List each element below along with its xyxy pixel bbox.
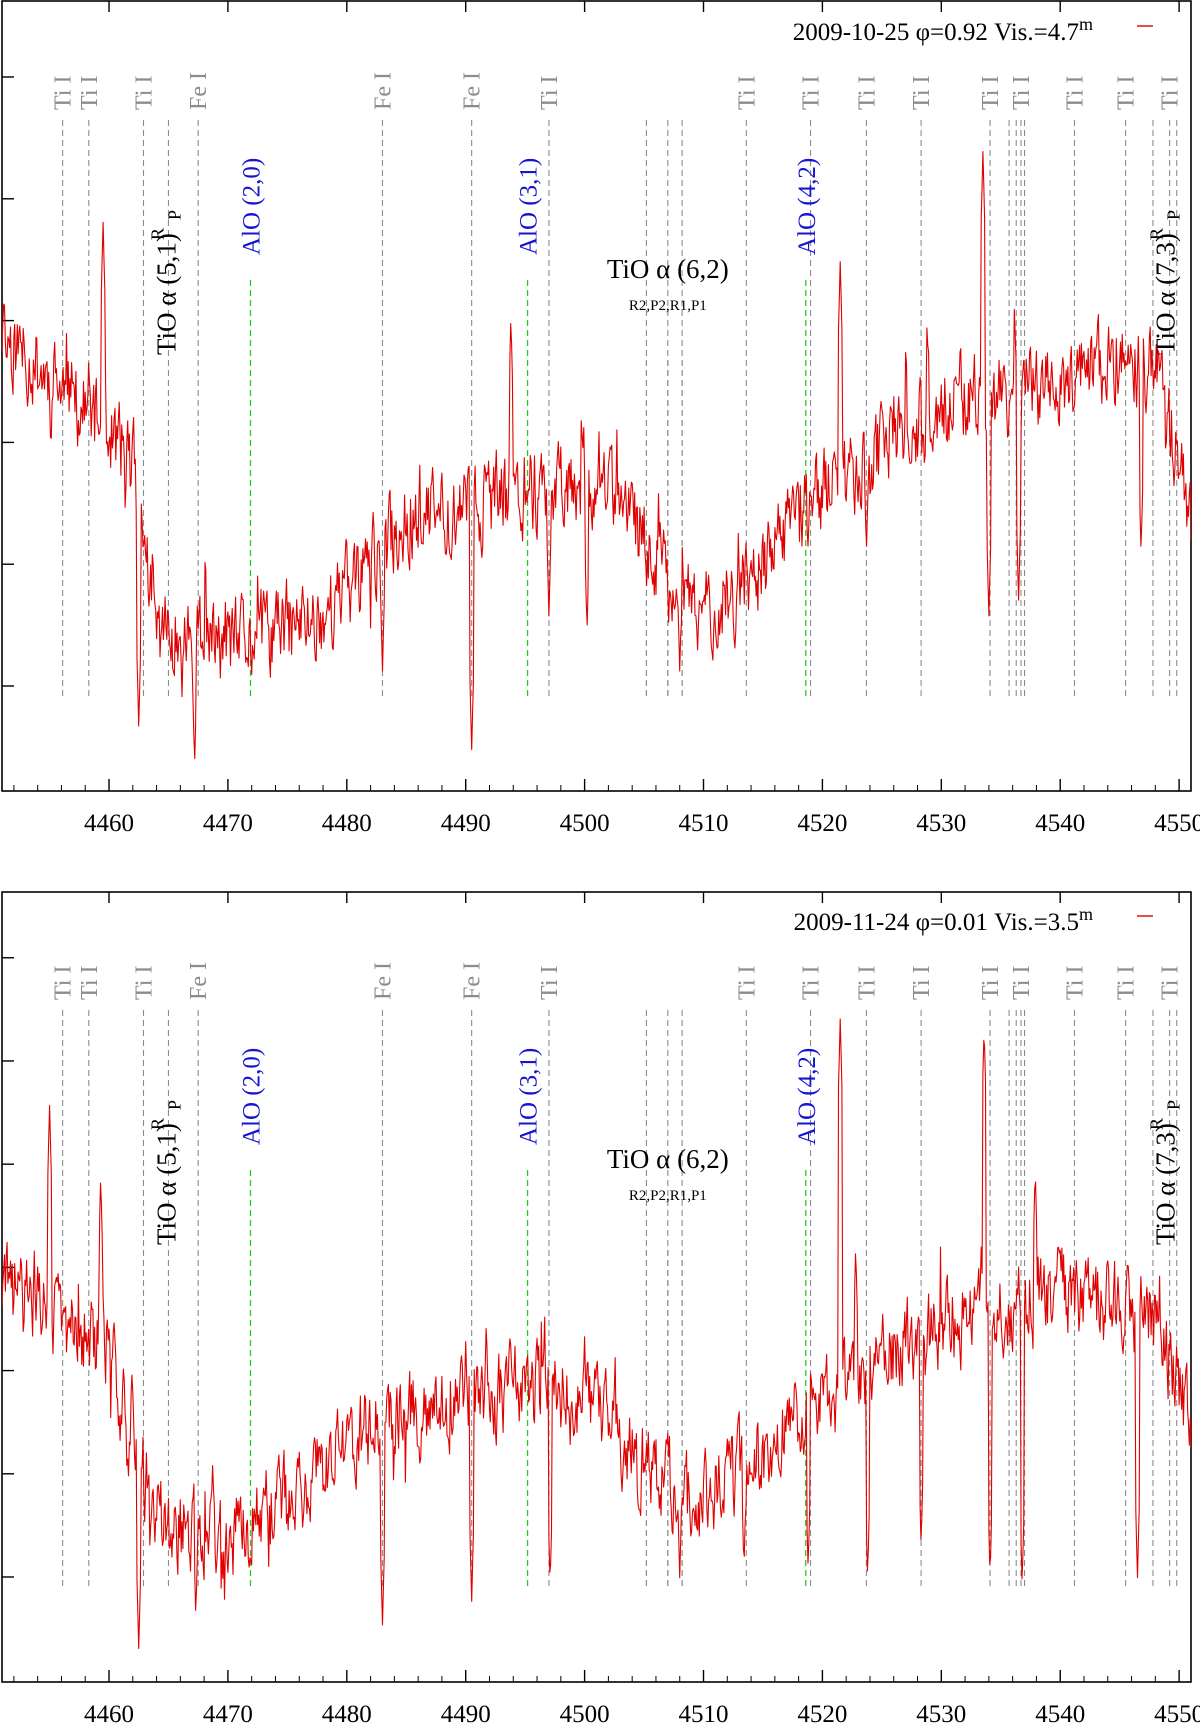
x-tick-label: 4480 xyxy=(322,1701,372,1723)
plot-frame-0 xyxy=(1,0,1192,792)
line-id-label: Ti I xyxy=(537,966,563,1000)
tio73-r: R xyxy=(1146,1118,1166,1130)
tio51-label: TiO α (5,1) xyxy=(152,1123,182,1245)
x-tick-label: 4530 xyxy=(916,810,966,837)
panel-bottom-chart: 2009-11-24 φ=0.01 Vis.=3.5m 4460 4470 4480… xyxy=(1,891,1200,1723)
line-id-label: Ti I xyxy=(1114,966,1140,1000)
line-id-label: Ti I xyxy=(131,966,157,1000)
line-id-label: Ti I xyxy=(131,76,157,110)
tio51-r: R xyxy=(148,1118,168,1130)
tio73-p: P xyxy=(1163,210,1183,220)
x-tick-label: 4500 xyxy=(560,1701,610,1723)
alo-label: AlO (4,2) xyxy=(794,1048,821,1145)
tio51-p: P xyxy=(165,210,185,220)
line-id-label: Ti I xyxy=(77,966,103,1000)
line-id-label: Ti I xyxy=(734,76,760,110)
x-tick-label: 4520 xyxy=(797,1701,847,1723)
line-id-label: Ti I xyxy=(1009,966,1035,1000)
line-id-label: Ti I xyxy=(537,76,563,110)
line-id-label: Ti I xyxy=(51,76,77,110)
line-id-label: Fe I xyxy=(186,962,212,1000)
line-id-label: Ti I xyxy=(51,966,77,1000)
x-tick-label: 4460 xyxy=(84,810,134,837)
line-id-label: Fe I xyxy=(186,72,212,110)
line-id-label: Ti I xyxy=(1062,966,1088,1000)
legend-date-bottom: 2009-11-24 φ=0.01 Vis.=3.5m xyxy=(794,904,1093,936)
tio62-label: TiO α (6,2) xyxy=(607,1144,729,1174)
alo-label: AlO (2,0) xyxy=(239,158,266,255)
line-id-label: Ti I xyxy=(1158,76,1184,110)
line-id-label: Fe I xyxy=(460,72,486,110)
legend-date-top: 2009-10-25 φ=0.92 Vis.=4.7m xyxy=(793,14,1093,46)
line-id-label: Ti I xyxy=(978,76,1004,110)
alo-label: AlO (3,1) xyxy=(516,1048,543,1145)
x-tick-label: 4540 xyxy=(1035,810,1085,837)
line-id-label: Ti I xyxy=(1009,76,1035,110)
line-id-label: Ti I xyxy=(909,966,935,1000)
line-id-label: Ti I xyxy=(1158,966,1184,1000)
tio73-r: R xyxy=(1146,228,1166,240)
alo-label: AlO (3,1) xyxy=(516,158,543,255)
x-tick-label: 4470 xyxy=(203,1701,253,1723)
x-tick-label: 4520 xyxy=(797,810,847,837)
x-tick-label: 4460 xyxy=(84,1701,134,1723)
line-id-label: Ti I xyxy=(77,76,103,110)
line-id-label: Ti I xyxy=(978,966,1004,1000)
x-tick-label: 4490 xyxy=(441,810,491,837)
x-tick-label: 4480 xyxy=(322,810,372,837)
tio73-p: P xyxy=(1163,1100,1183,1110)
alo-label: AlO (4,2) xyxy=(794,158,821,255)
alo-label: AlO (2,0) xyxy=(239,1048,266,1145)
x-tick-label: 4550 xyxy=(1154,1701,1200,1723)
plot-frame-1 xyxy=(1,891,1192,1683)
line-id-label: Ti I xyxy=(909,76,935,110)
x-tick-label: 4470 xyxy=(203,810,253,837)
tio62-sub: R2,P2,R1,P1 xyxy=(629,1188,707,1204)
x-tick-label: 4530 xyxy=(916,1701,966,1723)
spectrum-series-0 xyxy=(2,150,1191,760)
tio73-label: TiO α (7,3) xyxy=(1150,1123,1180,1245)
tio51-r: R xyxy=(148,228,168,240)
line-id-label: Ti I xyxy=(854,76,880,110)
tio62-label: TiO α (6,2) xyxy=(607,254,729,284)
line-id-label: Ti I xyxy=(734,966,760,1000)
line-id-label: Ti I xyxy=(1114,76,1140,110)
tio51-label: TiO α (5,1) xyxy=(152,233,182,355)
x-tick-label: 4550 xyxy=(1154,810,1200,837)
line-id-label: Fe I xyxy=(370,72,396,110)
x-tick-label: 4540 xyxy=(1035,1701,1085,1723)
line-id-label: Ti I xyxy=(854,966,880,1000)
line-id-label: Ti I xyxy=(799,76,825,110)
x-tick-label: 4490 xyxy=(441,1701,491,1723)
x-tick-label: 4510 xyxy=(679,1701,729,1723)
line-id-label: Fe I xyxy=(460,962,486,1000)
x-tick-label: 4510 xyxy=(679,810,729,837)
x-tick-label: 4500 xyxy=(560,810,610,837)
panel-top-chart: 2009-10-25 φ=0.92 Vis.=4.7m 4460 4470 4480… xyxy=(1,0,1200,837)
line-id-label: Fe I xyxy=(370,962,396,1000)
line-id-label: Ti I xyxy=(799,966,825,1000)
tio51-p: P xyxy=(165,1100,185,1110)
line-id-label: Ti I xyxy=(1062,76,1088,110)
tio62-sub: R2,P2,R1,P1 xyxy=(629,298,707,314)
spectrum-series-1 xyxy=(2,1018,1191,1650)
tio73-label: TiO α (7,3) xyxy=(1150,233,1180,355)
